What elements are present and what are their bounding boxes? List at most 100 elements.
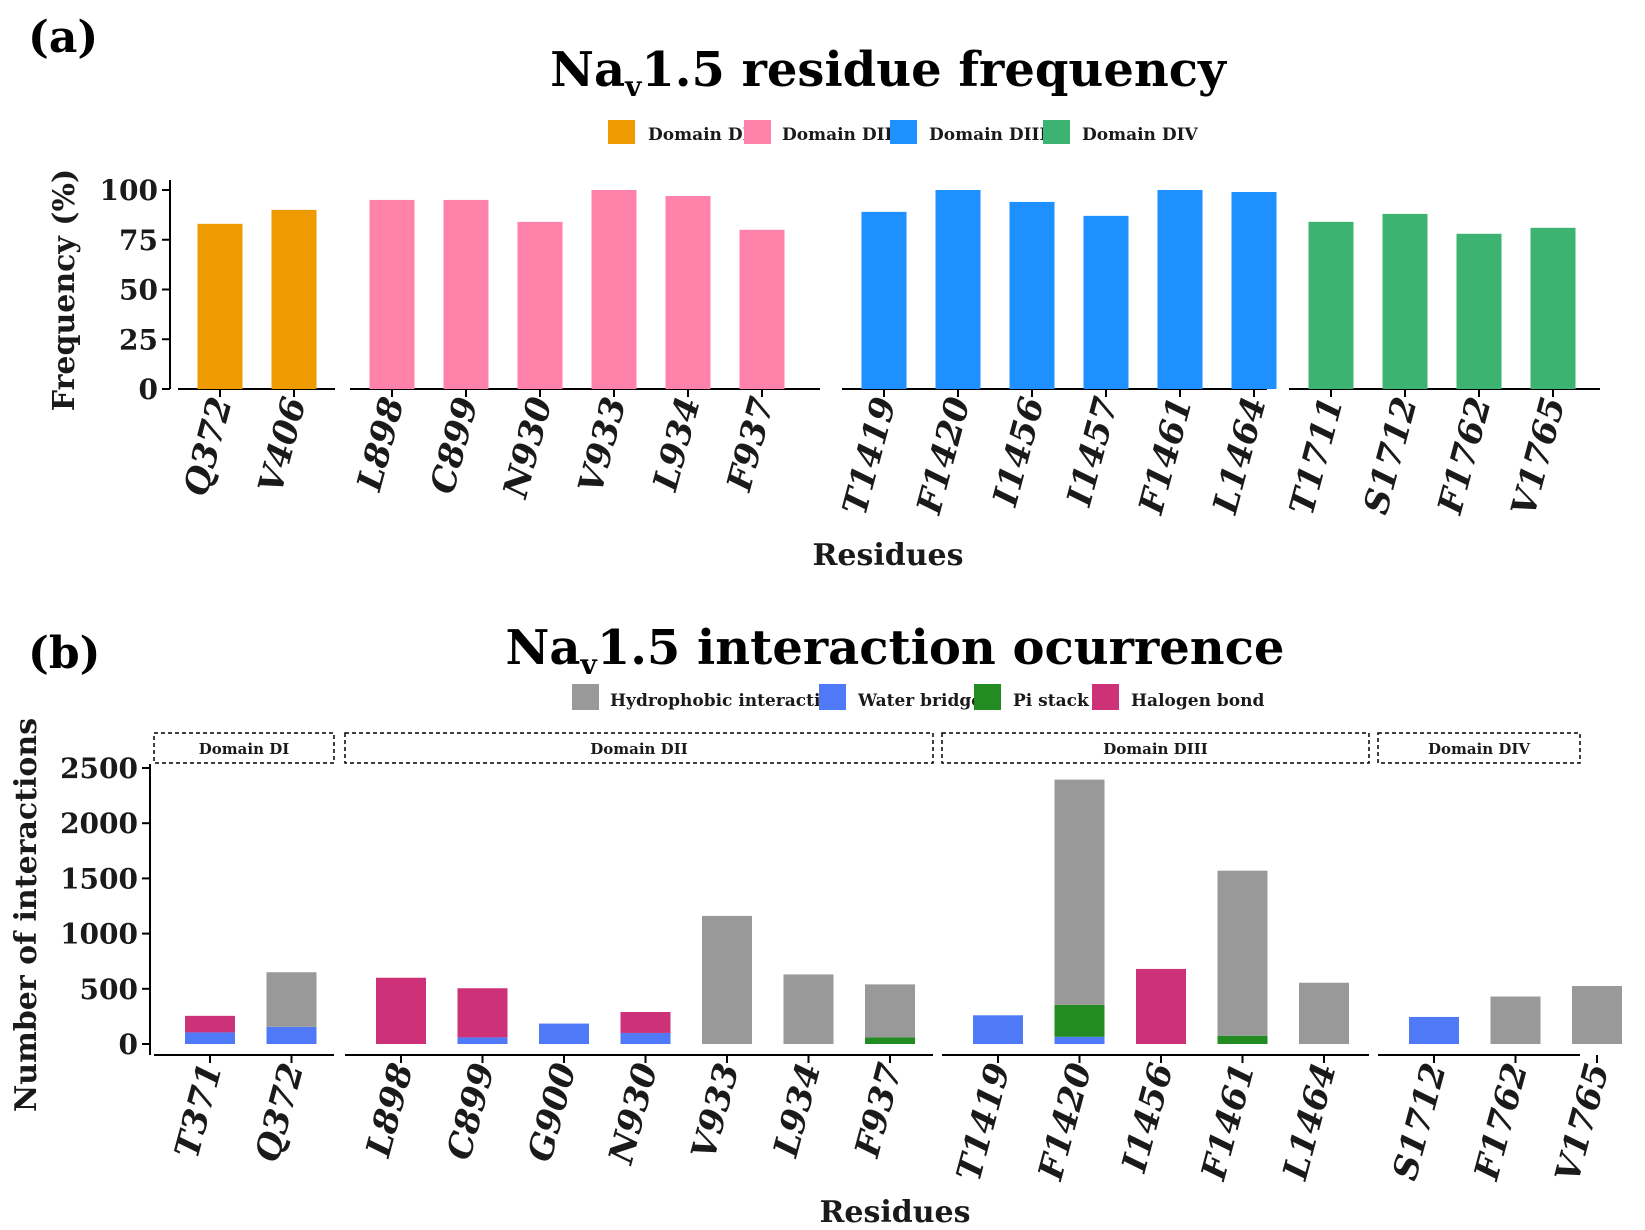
bar-c899	[443, 199, 489, 389]
bar-l1464-hydrophobic	[1299, 982, 1349, 1044]
chart-b-xtick-label-l1464: L1464	[1275, 1059, 1345, 1185]
chart-b-xtick-label-l898: L898	[358, 1059, 421, 1162]
chart-a-ytick-label-50: 50	[119, 274, 158, 307]
chart-a-xtick-label-v933: V933	[571, 393, 635, 497]
chart-b-plot: 0 500 1000 1500 2000 2500 Domain DI T371 Q372 Dom…	[60, 732, 1622, 1186]
bar-f1420-pi-stack	[1054, 1004, 1105, 1037]
bar-f1461	[1157, 190, 1203, 389]
strip-domain-diii	[941, 732, 1370, 764]
bar-i1456-halogen-bond	[1136, 968, 1186, 1044]
legend-label-water-bridge: Water bridge	[857, 691, 982, 711]
chart-a-ylabel: Frequency (%)	[47, 169, 82, 411]
bar-f1420-hydrophobic	[1054, 779, 1105, 1005]
chart-a-xtick-label-t1419: T1419	[835, 393, 905, 519]
bar-n930-halogen-bond	[620, 1011, 671, 1033]
chart-a-xtick-label-l934: L934	[645, 393, 708, 496]
bar-f1420	[935, 190, 981, 389]
chart-a-xtick-label-v406: V406	[251, 393, 315, 497]
bar-v933	[591, 190, 637, 389]
bar-v1765	[1530, 227, 1576, 389]
legend-swatch-halogen-bond	[1092, 684, 1119, 710]
legend-label-domain-dii: Domain DII	[782, 125, 893, 145]
legend-swatch-domain-di	[608, 120, 635, 144]
bar-c899-water-bridge	[457, 1037, 508, 1044]
bar-f937-pi-stack	[865, 1037, 915, 1044]
bar-n930	[517, 221, 563, 389]
chart-a-xtick-label-l1464: L1464	[1205, 393, 1275, 519]
bar-t371-water-bridge	[185, 1032, 235, 1044]
bar-l934-hydrophobic	[783, 974, 834, 1044]
bar-f937-hydrophobic	[865, 984, 915, 1038]
chart-b-xtick-label-c899: C899	[439, 1059, 503, 1164]
chart-b-legend: Hydrophobic interaction Water bridge Pi st…	[572, 684, 1264, 711]
chart-b-ytick-label-1500: 1500	[60, 862, 138, 895]
chart-a-xtick-label-i1456: I1456	[985, 393, 1053, 511]
chart-b-xtick-label-l934: L934	[766, 1059, 829, 1162]
chart-a-title: Nav1.5 residue frequency	[550, 42, 1228, 103]
strip-label-domain-dii: Domain DII	[590, 740, 687, 758]
legend-swatch-hydrophobic-interaction	[572, 684, 599, 710]
chart-b-xtick-label-i1456: I1456	[1114, 1059, 1182, 1177]
chart-b-ytick-label-2500: 2500	[60, 752, 138, 785]
bar-s1712-water-bridge	[1409, 1016, 1459, 1044]
bar-f1461-hydrophobic	[1217, 870, 1268, 1036]
chart-b-xtick-label-f937: F937	[847, 1059, 911, 1163]
chart-b-xtick-label-s1712: S1712	[1385, 1059, 1454, 1184]
chart-a-xtick-label-c899: C899	[423, 393, 487, 498]
legend-label-domain-diii: Domain DIII	[929, 125, 1047, 145]
chart-b-title: Nav1.5 interaction ocurrence	[506, 620, 1285, 681]
bar-v933-hydrophobic	[702, 915, 752, 1044]
bar-n930-water-bridge	[620, 1032, 671, 1044]
legend-swatch-pi-stack	[974, 684, 1001, 710]
bar-l1464	[1231, 191, 1277, 389]
bar-f1420-water-bridge	[1054, 1036, 1105, 1044]
strip-label-domain-di: Domain DI	[199, 740, 289, 758]
chart-b-xtick-label-f1461: F1461	[1194, 1059, 1264, 1185]
chart-a-plot: 0 25 50 75 100 Q372 V406 L898 C899 N930 V933 L934 F9…	[100, 174, 1600, 520]
chart-b-ytick-label-1000: 1000	[60, 918, 138, 951]
chart-a-xtick-label-f1420: F1420	[909, 393, 979, 519]
bar-f1762	[1456, 233, 1502, 389]
chart-b-xlabel: Residues	[819, 1195, 970, 1230]
strip-label-domain-diii: Domain DIII	[1103, 740, 1208, 758]
chart-b-ylabel: Number of interactions	[9, 718, 44, 1112]
legend-label-halogen-bond: Halogen bond	[1131, 691, 1264, 711]
chart-a-xtick-label-n930: N930	[495, 393, 560, 503]
bar-v1765-hydrophobic	[1572, 986, 1622, 1044]
strip-domain-di	[153, 732, 335, 764]
bar-l898	[369, 199, 415, 389]
strip-domain-dii	[344, 732, 934, 764]
bar-t371-halogen-bond	[185, 1015, 235, 1033]
legend-label-domain-di: Domain DI	[648, 125, 751, 145]
bar-t1419	[861, 211, 907, 389]
chart-b-xtick-label-f1420: F1420	[1031, 1059, 1101, 1185]
bar-q372	[197, 223, 243, 389]
bar-l898-halogen-bond	[376, 977, 426, 1044]
panel-a-label: (a)	[28, 12, 98, 63]
chart-b-xtick-label-g900: G900	[520, 1059, 585, 1166]
bar-f1762-hydrophobic	[1490, 996, 1541, 1044]
chart-b-xtick-label-f1762: F1762	[1467, 1059, 1537, 1185]
chart-b-xtick-label-n930: N930	[601, 1059, 666, 1169]
chart-b-ytick-label-2000: 2000	[60, 807, 138, 840]
chart-a-xtick-label-t1711: T1711	[1282, 393, 1352, 519]
chart-b-xtick-label-q372: Q372	[248, 1059, 313, 1167]
legend-swatch-domain-dii	[744, 120, 771, 144]
legend-swatch-domain-div	[1043, 120, 1070, 144]
chart-a-xtick-label-i1457: I1457	[1059, 393, 1127, 511]
legend-swatch-domain-diii	[890, 120, 917, 144]
chart-b-xtick-label-v1765: V1765	[1548, 1059, 1618, 1186]
bar-q372-hydrophobic	[266, 972, 317, 1027]
bar-t1419-water-bridge	[973, 1015, 1023, 1044]
bar-i1457	[1083, 215, 1129, 389]
chart-a-ytick-label-75: 75	[119, 224, 158, 257]
legend-swatch-water-bridge	[819, 684, 846, 710]
bar-c899-halogen-bond	[457, 988, 508, 1038]
chart-a-ytick-label-0: 0	[139, 373, 158, 406]
chart-a-xlabel: Residues	[812, 538, 963, 573]
chart-b-xtick-label-t371: T371	[167, 1059, 231, 1162]
strip-domain-div	[1377, 732, 1581, 764]
chart-a-xtick-label-q372: Q372	[176, 393, 241, 501]
chart-a-legend: Domain DI Domain DII Domain DIII Domain DIV	[608, 120, 1199, 145]
